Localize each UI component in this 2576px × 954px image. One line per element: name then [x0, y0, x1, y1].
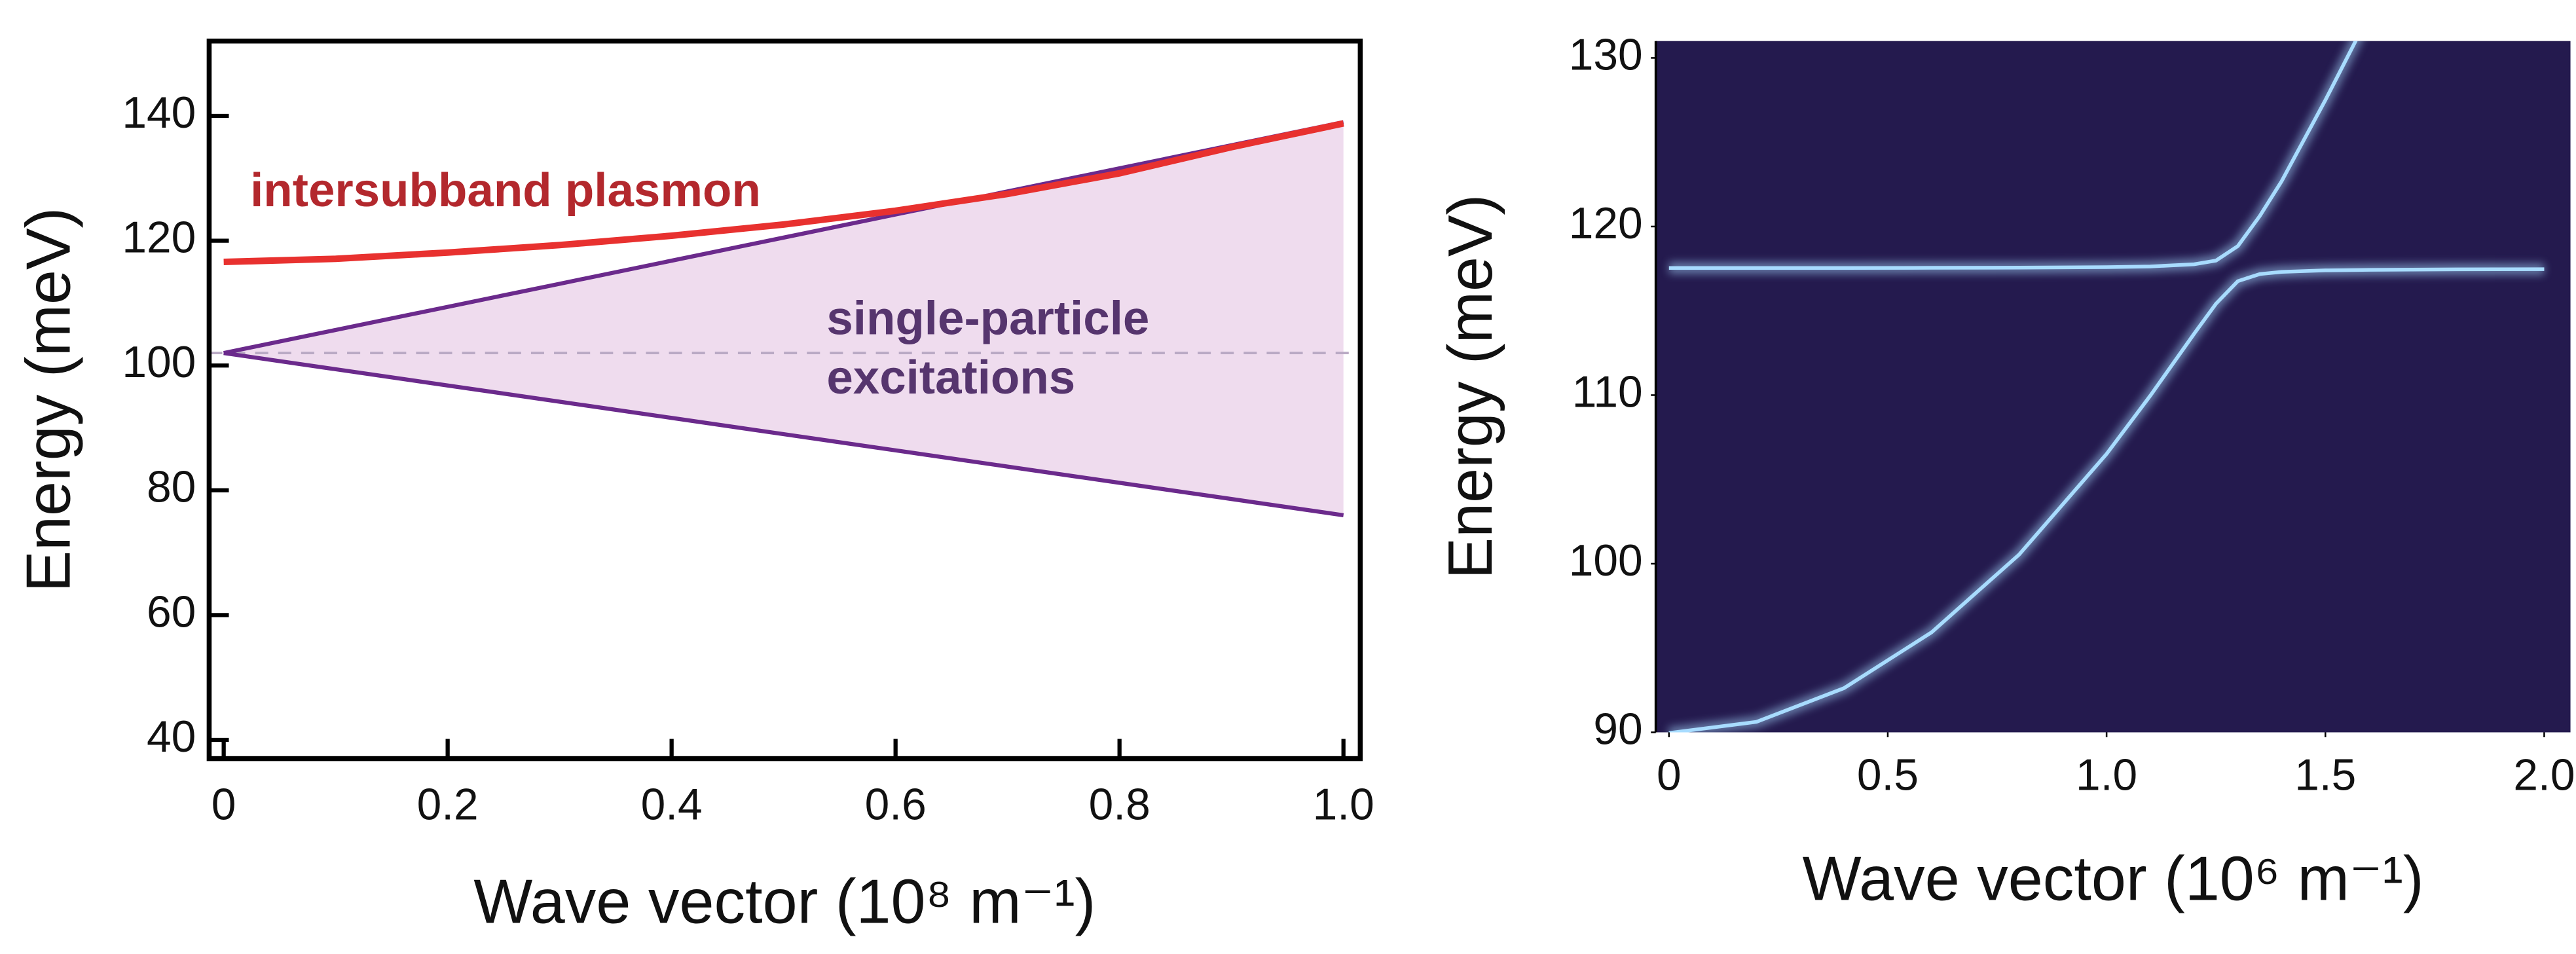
data-line: [223, 351, 1344, 518]
data-line: [223, 120, 1344, 266]
x-tick-label: 1.5: [2294, 751, 2356, 800]
data-line: [1668, 41, 2358, 270]
x-tick-label: 1.0: [2076, 751, 2137, 800]
y-axis-label: Energy (meV): [14, 208, 83, 593]
plot-area: [1668, 41, 2545, 733]
y-tick-label: 140: [122, 88, 196, 138]
plot-frame: [206, 38, 1363, 761]
data-line: [1668, 267, 2545, 733]
x-tick-label: 0.4: [641, 780, 703, 830]
y-tick-label: 100: [1569, 536, 1643, 585]
x-tick-label: 0.2: [417, 780, 479, 830]
spe-region: [223, 122, 1344, 515]
x-axis-label: Wave vector (10⁶ m⁻¹): [1803, 844, 2424, 913]
y-tick-label: 80: [147, 463, 196, 512]
x-tick-label: 2.0: [2513, 751, 2575, 800]
y-tick-label: 90: [1593, 705, 1642, 754]
x-tick-label: 0: [212, 780, 236, 830]
y-tick-label: 110: [1572, 367, 1643, 416]
plot-background: [1655, 41, 2571, 733]
y-tick-label: 40: [147, 712, 196, 761]
y-tick-label: 60: [147, 587, 196, 636]
annotation: intersubband plasmon: [250, 164, 761, 217]
y-axis-label: Energy (meV): [1436, 194, 1505, 579]
data-line: [223, 120, 1344, 356]
x-axis-label: Wave vector (10⁸ m⁻¹): [473, 867, 1095, 936]
x-tick-label: 0.5: [1857, 751, 1919, 800]
x-tick-label: 0.6: [865, 780, 927, 830]
x-tick-label: 1.0: [1313, 780, 1374, 830]
x-tick-label: 0: [1657, 751, 1682, 800]
y-tick-label: 120: [122, 213, 196, 263]
y-tick-label: 100: [122, 338, 196, 387]
x-tick-label: 0.8: [1089, 780, 1150, 830]
annotation: excitations: [826, 351, 1075, 404]
y-tick-label: 120: [1569, 199, 1643, 248]
annotation: single-particle: [826, 292, 1149, 345]
y-tick-label: 130: [1569, 30, 1643, 79]
